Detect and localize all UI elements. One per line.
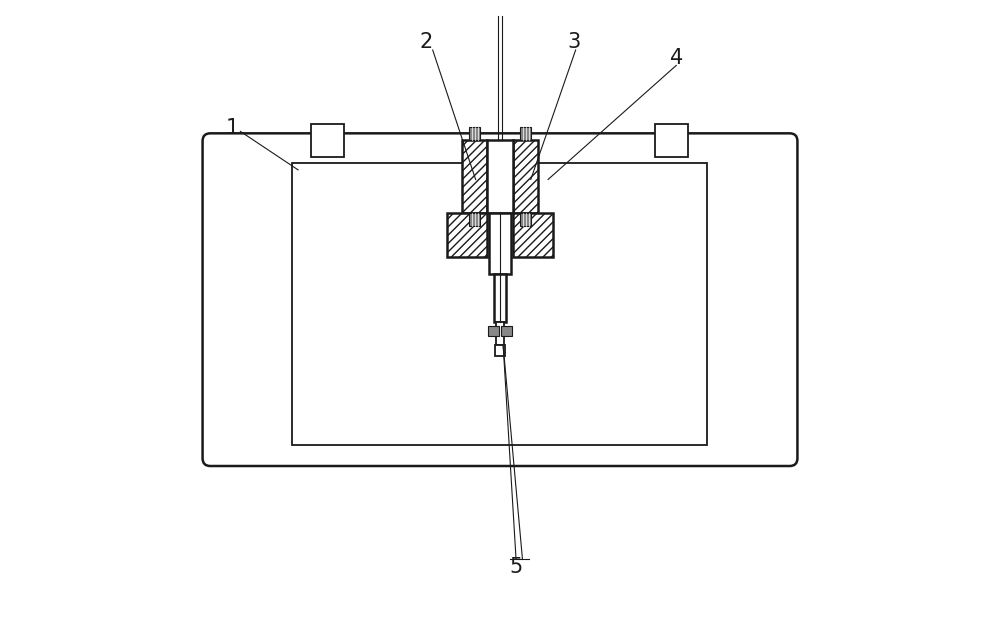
Bar: [520, 127, 531, 140]
Bar: [488, 326, 499, 336]
Text: 4: 4: [670, 47, 683, 68]
Bar: [513, 140, 538, 213]
Bar: [495, 345, 505, 356]
Text: 5: 5: [509, 557, 523, 578]
Bar: [311, 124, 344, 157]
Bar: [489, 213, 511, 274]
Bar: [494, 274, 506, 322]
Text: 2: 2: [420, 31, 433, 52]
Bar: [447, 213, 487, 257]
Bar: [462, 140, 487, 213]
Bar: [501, 326, 512, 336]
FancyBboxPatch shape: [203, 133, 797, 466]
Bar: [496, 322, 504, 345]
Bar: [655, 124, 688, 157]
Bar: [513, 213, 553, 257]
Text: 3: 3: [567, 31, 580, 52]
Bar: [520, 213, 531, 226]
Bar: [487, 140, 513, 213]
Text: 1: 1: [225, 118, 239, 138]
Bar: [292, 163, 707, 445]
Bar: [469, 213, 480, 226]
Bar: [469, 127, 480, 140]
